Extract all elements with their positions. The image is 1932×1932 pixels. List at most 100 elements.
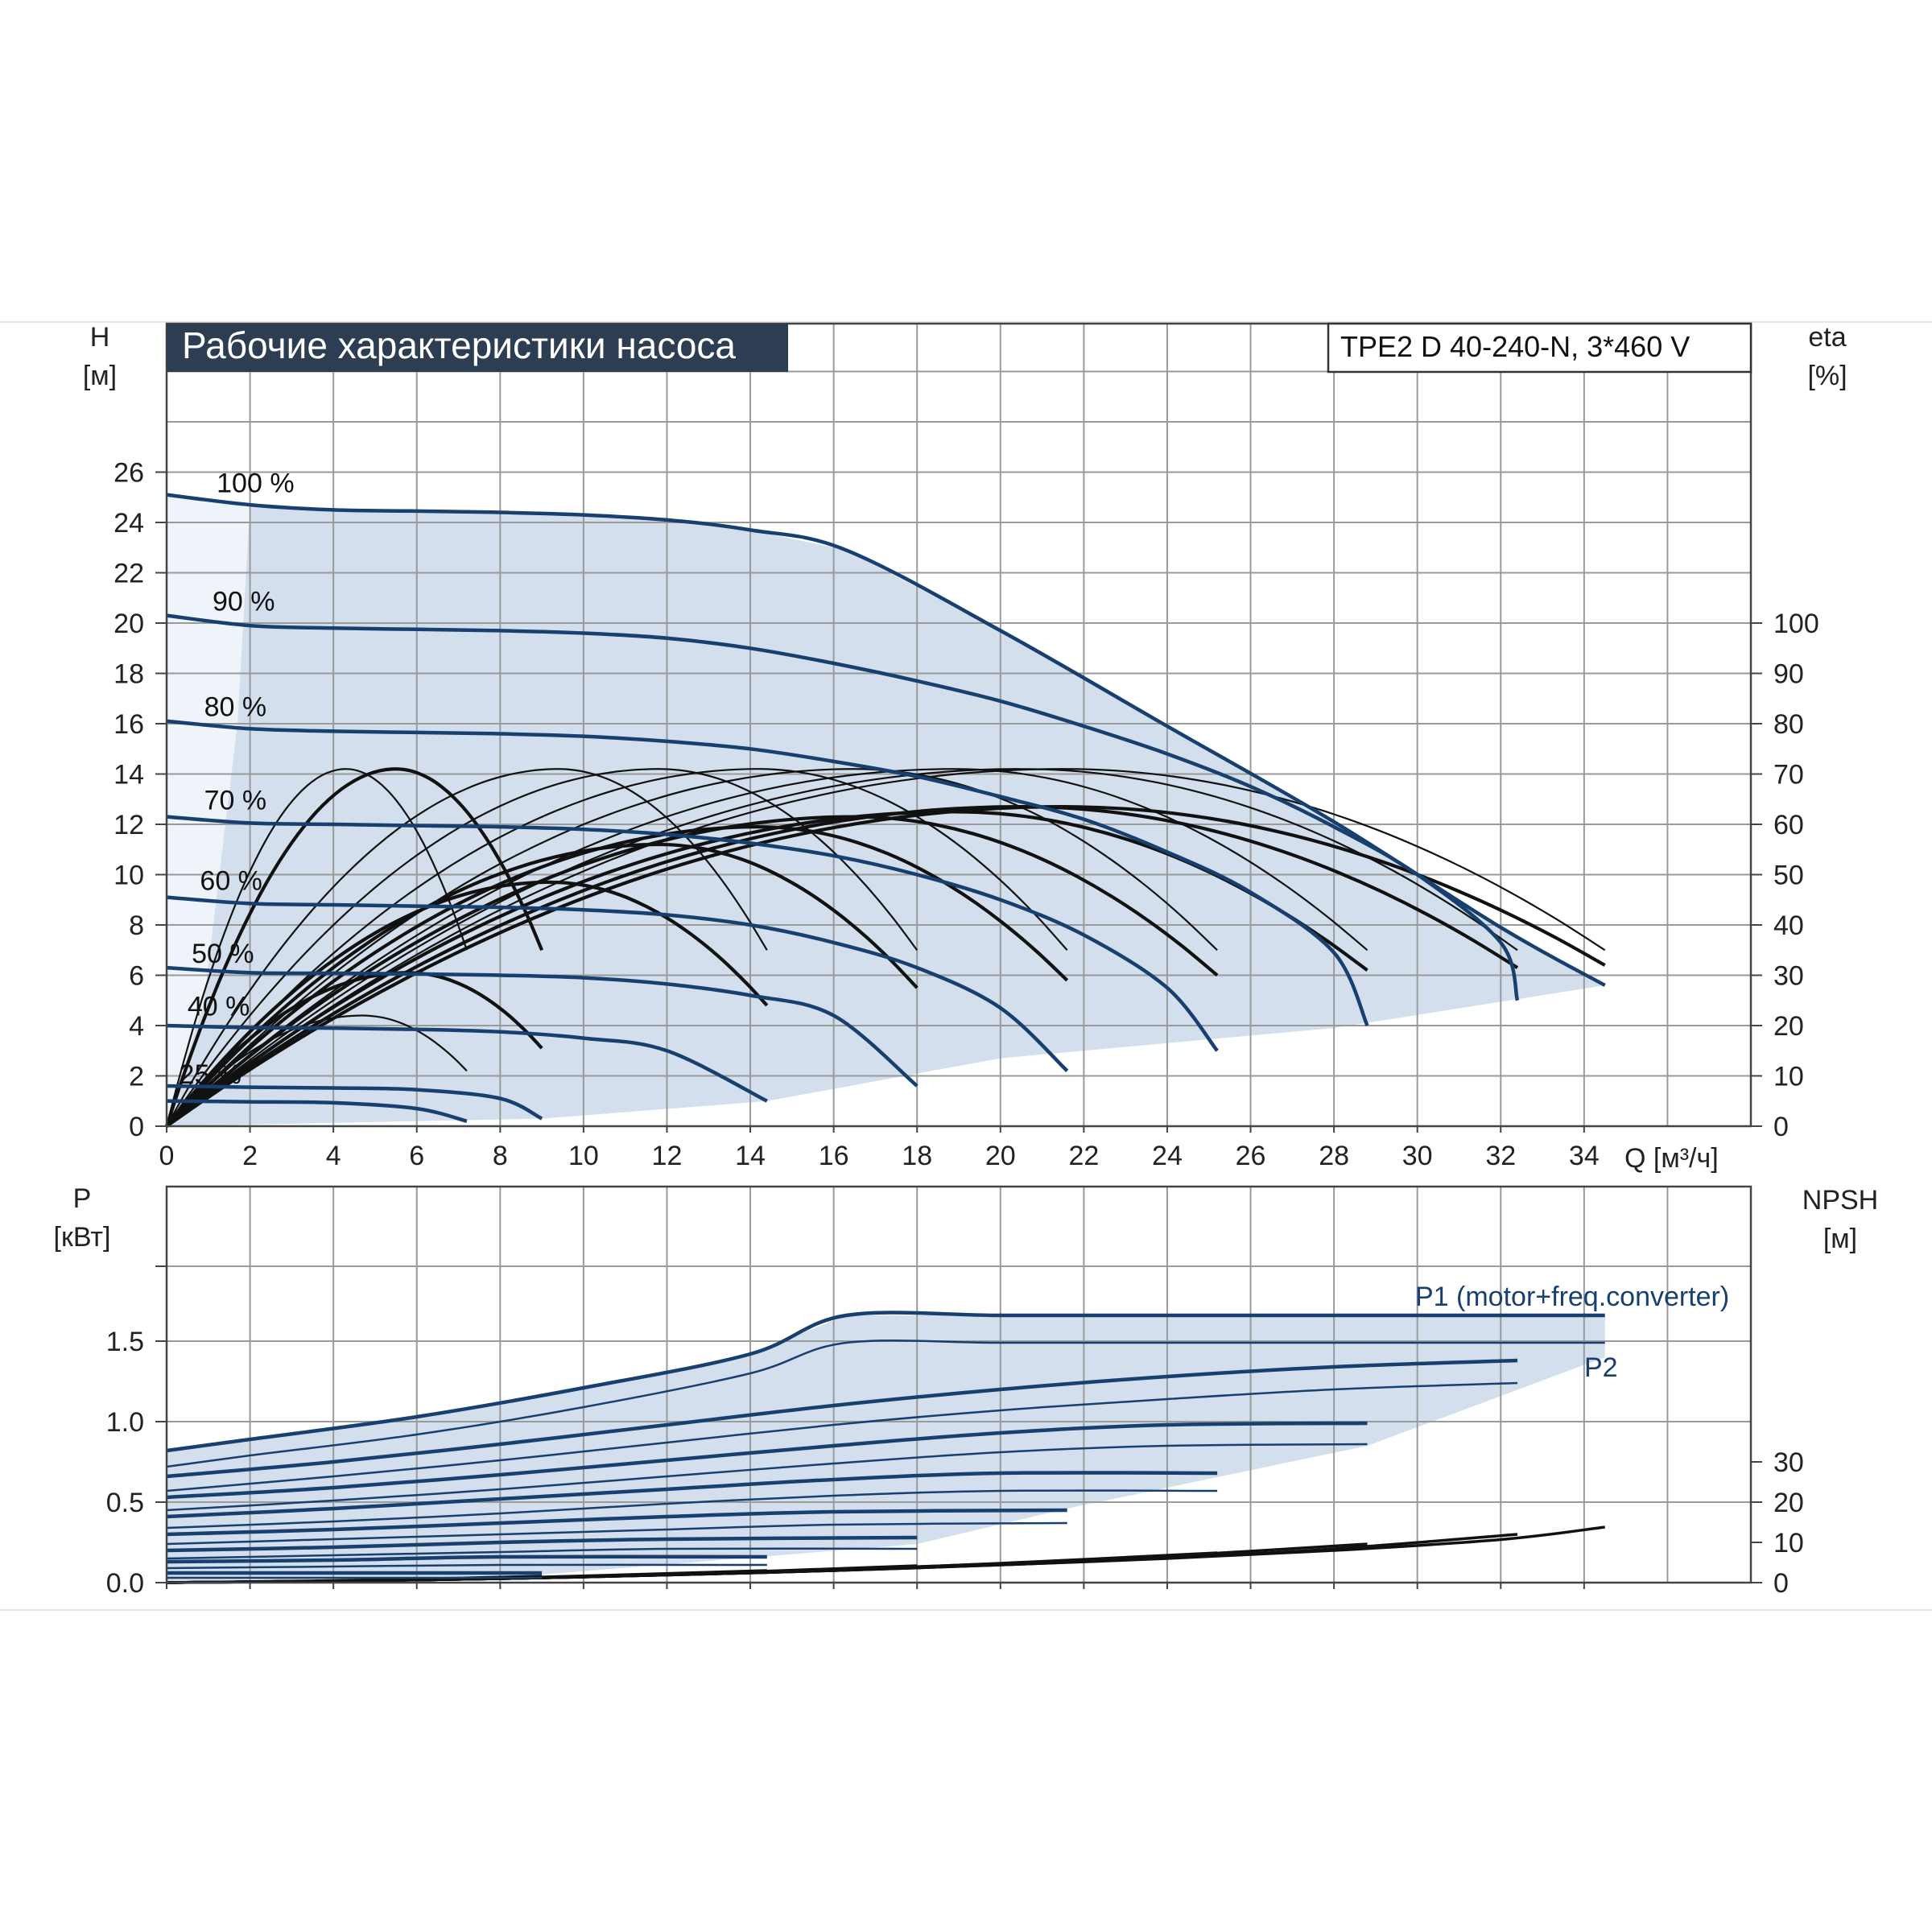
p1-curves bbox=[166, 1311, 1605, 1575]
x-tick-label: 34 bbox=[1569, 1141, 1600, 1171]
power-axis-label: P bbox=[73, 1183, 92, 1214]
speed-label: 25 % bbox=[180, 1059, 242, 1090]
eta-axis-unit: [%] bbox=[1807, 361, 1847, 391]
model-box bbox=[1327, 322, 1752, 374]
y-tick-label: 22 bbox=[114, 559, 144, 589]
y2-tick-label: 100 bbox=[1773, 609, 1819, 639]
title-banner bbox=[167, 324, 788, 372]
speed-label: 50 % bbox=[192, 939, 254, 969]
y-tick-label: 4 bbox=[129, 1011, 144, 1042]
chart-title: Рабочие характеристики насоса bbox=[182, 324, 736, 366]
head-curve bbox=[166, 613, 1520, 1001]
head-curves bbox=[166, 493, 1606, 1123]
x-tick-label: 20 bbox=[985, 1141, 1016, 1171]
y-tick-label: 18 bbox=[114, 659, 144, 690]
speed-label: 60 % bbox=[200, 865, 262, 896]
speed-label: 70 % bbox=[204, 785, 267, 815]
x-tick-label: 22 bbox=[1068, 1141, 1099, 1171]
speed-label: 90 % bbox=[213, 586, 275, 617]
y-tick-label: 8 bbox=[129, 910, 144, 941]
y-tick-label: 24 bbox=[114, 508, 144, 539]
npsh-curves bbox=[166, 1525, 1605, 1584]
x-tick-label: 30 bbox=[1402, 1141, 1433, 1171]
x-tick-label: 24 bbox=[1152, 1141, 1183, 1171]
y-tick-label: 16 bbox=[114, 709, 144, 740]
x-tick-label: 8 bbox=[493, 1141, 508, 1171]
head-curve bbox=[166, 1084, 543, 1121]
power-axis-unit: [кВт] bbox=[54, 1222, 111, 1253]
npsh-axis-unit: [м] bbox=[1823, 1224, 1857, 1254]
p2-curve bbox=[166, 1381, 1518, 1492]
head-curve bbox=[166, 815, 1219, 1052]
power-range-area bbox=[167, 1315, 1605, 1583]
y-tick-label: 0 bbox=[129, 1112, 144, 1142]
efficiency-curve bbox=[166, 768, 1518, 1127]
efficiency-curve bbox=[165, 842, 919, 1128]
p1-curve bbox=[166, 1311, 1605, 1453]
head-curve bbox=[166, 1023, 768, 1103]
efficiency-curve bbox=[166, 768, 919, 1127]
head-axis-unit: [м] bbox=[83, 361, 117, 391]
head-axis-ticks: 0 2 4 6 8 10 12 14 16 18 20 22 24 26 28 30 32 34024681012… bbox=[114, 458, 1819, 1172]
p2-curve bbox=[166, 1443, 1368, 1512]
y-tick-label: 12 bbox=[114, 810, 144, 840]
y2-tick-label: 20 bbox=[1773, 1011, 1804, 1042]
p2-curve bbox=[166, 1489, 1218, 1530]
y2-tick-label: 80 bbox=[1773, 709, 1804, 740]
y-tick-label: 20 bbox=[114, 609, 144, 639]
p1-curve bbox=[166, 1358, 1518, 1479]
head-efficiency-chart: 0 2 4 6 8 10 12 14 16 18 20 22 24 26 28 30 32 34024681012… bbox=[83, 322, 1847, 1174]
power-plot-frame bbox=[165, 1185, 1752, 1584]
efficiency-curves bbox=[165, 767, 1606, 1128]
power-axis-ticks: 0.0 0.5 1.0 1.5 0 10 20 30 bbox=[106, 1265, 1804, 1599]
x-tick-label: 32 bbox=[1485, 1141, 1516, 1171]
p1-curve bbox=[166, 1535, 918, 1553]
speed-label: 80 % bbox=[204, 692, 267, 723]
y-tick-label: 1.5 bbox=[106, 1327, 144, 1357]
x-tick-label: 6 bbox=[409, 1141, 424, 1171]
p2-curve bbox=[166, 1521, 1067, 1546]
efficiency-curve bbox=[165, 768, 468, 1127]
y-tick-label: 10 bbox=[114, 861, 144, 891]
efficiency-curve bbox=[165, 804, 1519, 1128]
y2-tick-label: 50 bbox=[1773, 861, 1804, 891]
operating-range-fill bbox=[167, 494, 1605, 1126]
head-curve bbox=[166, 719, 1369, 1026]
y2-tick-label: 70 bbox=[1773, 760, 1804, 791]
x-tick-label: 18 bbox=[902, 1141, 932, 1171]
p1-label: P1 (motor+freq.converter) bbox=[1415, 1282, 1729, 1312]
p1-curve bbox=[166, 1554, 767, 1564]
y2-tick-label: 10 bbox=[1773, 1528, 1804, 1558]
x-tick-label: 2 bbox=[242, 1141, 258, 1171]
speed-labels: 100 % 90 % 80 % 70 % 60 % 50 % 40 % 25 % bbox=[180, 469, 295, 1090]
efficiency-curve bbox=[165, 825, 1069, 1128]
y2-tick-label: 40 bbox=[1773, 910, 1804, 941]
head-plot-frame bbox=[165, 322, 1752, 1128]
x-tick-label: 12 bbox=[652, 1141, 683, 1171]
y-tick-label: 2 bbox=[129, 1062, 144, 1092]
flow-axis-label: Q [м³/ч] bbox=[1624, 1143, 1719, 1174]
efficiency-curve bbox=[166, 768, 768, 1127]
x-tick-label: 26 bbox=[1236, 1141, 1266, 1171]
head-curve bbox=[166, 1099, 468, 1123]
x-tick-label: 10 bbox=[568, 1141, 599, 1171]
p2-curves bbox=[166, 1339, 1605, 1579]
y2-tick-label: 10 bbox=[1773, 1062, 1804, 1092]
efficiency-curve bbox=[165, 815, 1219, 1128]
y2-tick-label: 90 bbox=[1773, 659, 1804, 690]
power-npsh-chart: 0.0 0.5 1.0 1.5 0 10 20 30 P [кВт] NPSH [м] P1 … bbox=[54, 1183, 1879, 1599]
x-tick-label: 0 bbox=[159, 1141, 175, 1171]
y2-tick-label: 0 bbox=[1773, 1112, 1789, 1142]
y-tick-label: 0.0 bbox=[106, 1568, 144, 1599]
speed-label: 40 % bbox=[188, 992, 250, 1022]
y2-tick-label: 30 bbox=[1773, 961, 1804, 992]
eta-axis-label: eta bbox=[1808, 322, 1846, 353]
y-tick-label: 0.5 bbox=[106, 1488, 144, 1518]
head-curve bbox=[166, 895, 1069, 1072]
efficiency-curve bbox=[166, 768, 1606, 1127]
head-axis-label: H bbox=[90, 322, 110, 353]
y-tick-label: 6 bbox=[129, 961, 144, 992]
efficiency-curve bbox=[166, 768, 1368, 1127]
speed-label: 100 % bbox=[217, 469, 294, 499]
